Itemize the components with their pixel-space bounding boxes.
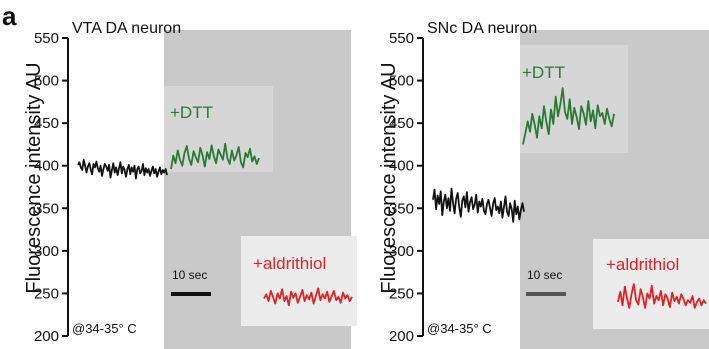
y-tick-label: 200 bbox=[389, 328, 414, 345]
chart-title: VTA DA neuron bbox=[72, 20, 181, 37]
dtt-trace bbox=[170, 142, 260, 170]
chart-vta: 200 250 300 350 400 450 500 550 Fluorescence int… bbox=[23, 20, 357, 349]
aldrithiol-label: +aldrithiol bbox=[253, 254, 326, 273]
y-tick-label: 400 bbox=[34, 158, 59, 175]
aldrithiol-inset-box bbox=[593, 239, 709, 329]
temperature-note: @34-35° C bbox=[427, 321, 492, 336]
aldrithiol-trace bbox=[263, 287, 353, 307]
dtt-label: +DTT bbox=[170, 103, 213, 122]
dtt-label: +DTT bbox=[522, 63, 565, 82]
y-tick-label: 550 bbox=[34, 30, 59, 47]
y-tick-label: 250 bbox=[389, 285, 414, 302]
chart-title: SNc DA neuron bbox=[427, 20, 537, 37]
y-tick-label: 500 bbox=[34, 73, 59, 90]
y-tick-label: 300 bbox=[389, 243, 414, 260]
baseline-trace bbox=[432, 187, 525, 223]
y-tick-label: 350 bbox=[389, 200, 414, 217]
y-axis-label: Fluorescence intensity AU bbox=[23, 62, 45, 293]
aldrithiol-label: +aldrithiol bbox=[606, 255, 679, 274]
chart-snc: 200 250 300 350 400 450 500 550 Fluorescence int… bbox=[378, 20, 709, 349]
panel-label: a bbox=[2, 1, 17, 31]
y-tick-label: 550 bbox=[389, 30, 414, 47]
y-axis-label: Fluorescence intensity AU bbox=[378, 62, 400, 293]
temperature-note: @34-35° C bbox=[72, 321, 137, 336]
y-tick-label: 500 bbox=[389, 73, 414, 90]
y-tick-label: 250 bbox=[34, 285, 59, 302]
y-tick-label: 300 bbox=[34, 243, 59, 260]
y-tick-label: 350 bbox=[34, 200, 59, 217]
y-tick-label: 450 bbox=[34, 115, 59, 132]
scale-bar-label: 10 sec bbox=[527, 268, 562, 282]
y-tick-label: 200 bbox=[34, 328, 59, 345]
scale-bar-label: 10 sec bbox=[172, 268, 207, 282]
aldrithiol-inset-box bbox=[241, 236, 357, 326]
y-tick-label: 450 bbox=[389, 115, 414, 132]
dtt-trace bbox=[522, 87, 615, 145]
aldrithiol-trace bbox=[617, 283, 707, 309]
baseline-trace bbox=[77, 158, 168, 180]
y-tick-label: 400 bbox=[389, 158, 414, 175]
